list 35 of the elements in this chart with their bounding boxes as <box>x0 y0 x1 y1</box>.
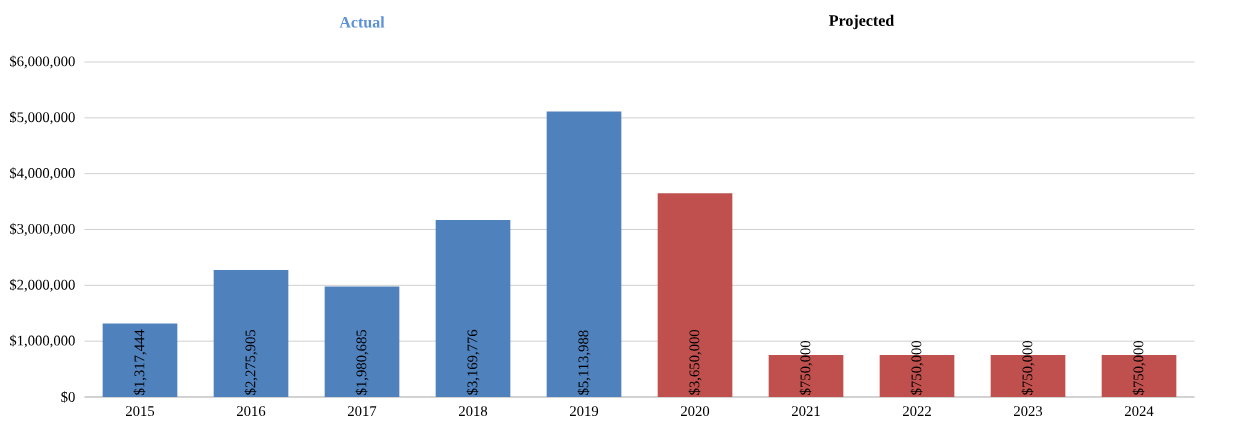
data-label: $1,317,444 <box>133 329 147 395</box>
x-tick-label: 2021 <box>792 406 820 417</box>
x-tick-label: 2024 <box>1125 406 1154 417</box>
data-label: $750,000 <box>910 340 924 395</box>
x-tick-label: 2020 <box>680 406 710 417</box>
y-tick-label: $0 <box>61 391 75 403</box>
data-label: $5,113,988 <box>577 330 591 395</box>
bar <box>102 323 178 397</box>
y-tick-label: $4,000,000 <box>9 167 75 181</box>
bar <box>546 111 622 397</box>
x-tick-label: 2023 <box>1014 406 1043 417</box>
data-label: $750,000 <box>1021 340 1035 395</box>
x-tick-label: 2019 <box>569 406 599 417</box>
x-tick-label: 2016 <box>236 406 266 417</box>
data-label: $3,650,000 <box>688 329 702 395</box>
text: Projected <box>829 14 895 30</box>
y-tick-label: $3,000,000 <box>9 223 75 236</box>
data-label: $750,000 <box>799 340 813 395</box>
y-tick-label: $6,000,000 <box>9 55 75 69</box>
bar <box>324 286 400 397</box>
x-tick-label: 2017 <box>347 406 377 417</box>
y-tick-label: $2,000,000 <box>9 278 75 292</box>
bar <box>435 220 511 397</box>
bar <box>213 269 289 397</box>
text: Actual <box>339 16 385 28</box>
data-label: $2,275,905 <box>244 329 258 395</box>
bar <box>657 193 733 397</box>
data-label: $1,980,685 <box>355 329 369 395</box>
x-tick-label: 2018 <box>458 406 488 417</box>
data-label: $3,169,776 <box>466 329 480 395</box>
y-tick-label: $5,000,000 <box>9 111 75 125</box>
y-tick-label: $1,000,000 <box>9 334 75 348</box>
data-label: $750,000 <box>1132 340 1146 395</box>
x-tick-label: 2022 <box>903 406 931 417</box>
x-tick-label: 2015 <box>125 406 155 417</box>
